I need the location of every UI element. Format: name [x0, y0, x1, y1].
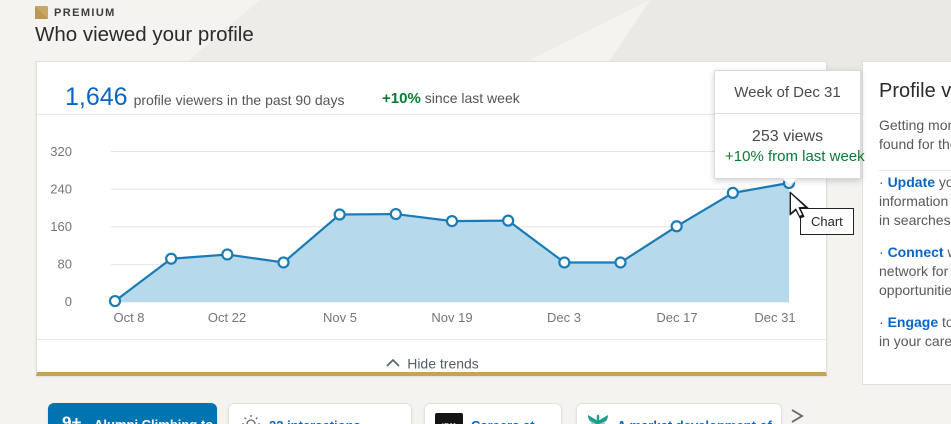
- svg-text:320: 320: [50, 144, 72, 159]
- svg-text:Nov 5: Nov 5: [323, 310, 357, 325]
- svg-text:Oct 8: Oct 8: [113, 310, 144, 325]
- svg-text:Dec 31: Dec 31: [754, 310, 795, 325]
- svg-text:Dec 3: Dec 3: [547, 310, 581, 325]
- svg-text:Nov 19: Nov 19: [431, 310, 472, 325]
- svg-text:160: 160: [50, 219, 72, 234]
- svg-text:240: 240: [50, 182, 72, 197]
- svg-text:80: 80: [58, 257, 72, 272]
- svg-text:0: 0: [65, 294, 72, 309]
- svg-text:Dec 17: Dec 17: [656, 310, 697, 325]
- svg-text:Oct 22: Oct 22: [208, 310, 246, 325]
